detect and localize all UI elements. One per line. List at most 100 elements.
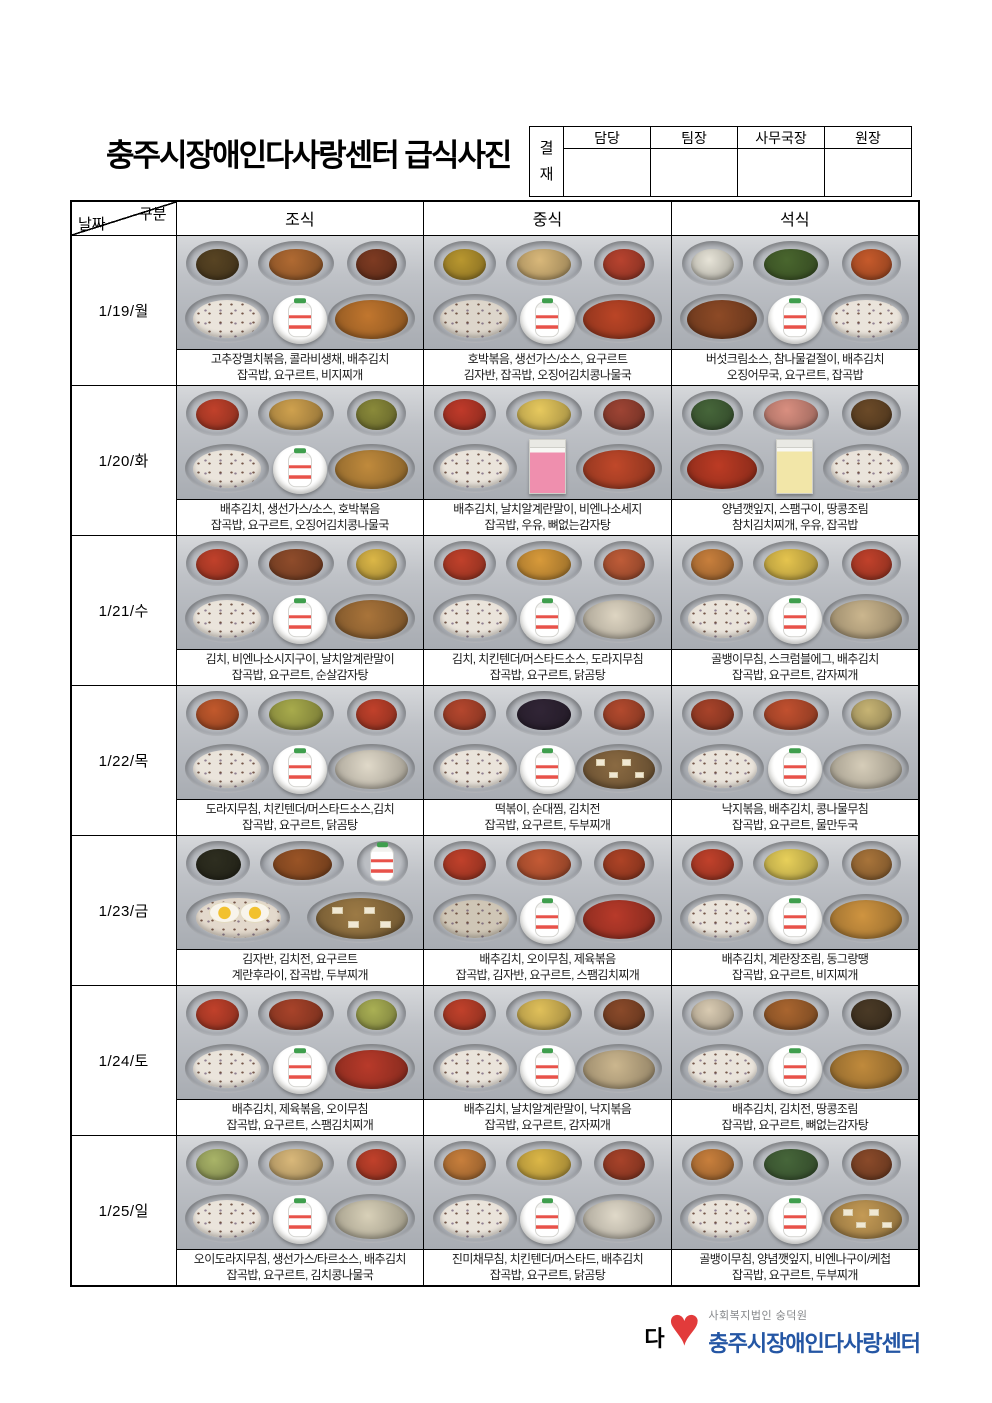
menu-caption: 김치, 비엔나소시지구이, 날치알계란말이 잡곡밥, 요구르트, 순살감자탕 [177,650,424,685]
meal-photo [424,835,671,950]
food-item [764,548,818,581]
side-dish-compartment [841,391,901,437]
meal-row: 1/24/토 배추김치, 제육볶음, 오이무침 잡곡밥, 요구르트, 스팸김치찌개 배… [70,984,920,1136]
heart-logo-icon: ♥ 다 [644,1299,700,1361]
rice [440,599,510,639]
rice-compartment [680,1194,765,1243]
side-dish-compartment [505,241,582,287]
meal-photo [424,385,671,500]
meal-cell: 김치, 비엔나소시지구이, 날치알계란말이 잡곡밥, 요구르트, 순살감자탕 [175,534,425,686]
menu-caption-line-1: 배추김치, 생선가스/소스, 호박볶음 [219,502,380,516]
side-dish-compartment [681,241,744,287]
approval-col-wonjang: 원장 [824,126,912,149]
food-item [443,698,487,731]
soup-compartment [328,1194,415,1243]
tofu-cube [595,759,606,766]
side-dish-compartment [346,1141,406,1187]
soup-compartment [328,1044,415,1093]
menu-caption-line-2: 잡곡밥, 요구르트, 감자찌개 [732,668,858,682]
soup [830,1049,903,1089]
approval-col-damdang: 담당 [563,126,651,149]
tofu-cube [621,759,632,766]
side-dish-compartment [434,391,496,437]
rice-compartment [186,892,290,943]
side-dish-compartment [753,541,830,587]
food-item [603,1148,645,1181]
food-item [355,248,397,281]
rice [440,749,510,789]
menu-caption-line-2: 잡곡밥, 요구르트, 닭곰탕 [489,668,606,682]
yogurt-bowl [767,745,822,794]
soup-compartment [575,594,663,643]
rice [687,1199,757,1239]
rice [192,449,262,489]
food-item [517,698,571,731]
date-label: 1/21/수 [70,534,177,686]
food-item [355,698,397,731]
menu-caption-line-2: 잡곡밥, 요구르트, 두부찌개 [732,1268,858,1282]
menu-caption: 배추김치, 계란장조림, 동그랑땡 잡곡밥, 요구르트, 비지찌개 [672,950,918,985]
yogurt-bottle-icon [782,597,807,637]
food-item [355,1148,397,1181]
yogurt-bowl [520,745,575,794]
rice-compartment [185,444,269,493]
food-item [443,848,487,881]
side-dish-compartment [753,241,830,287]
side-dish-compartment [594,241,654,287]
food-item [269,548,323,581]
meal-cell: 오이도라지무침, 생선가스/타르소스, 배추김치 잡곡밥, 요구르트, 김치콩나물… [175,1134,425,1286]
soup [335,749,408,789]
menu-caption-line-2: 잡곡밥, 요구르트, 비지찌개 [732,968,858,982]
food-item [603,248,645,281]
yogurt-bowl [767,595,822,644]
yogurt-bowl [767,1045,822,1094]
soup-compartment [680,444,765,493]
menu-caption-line-2: 잡곡밥, 요구르트, 비지찌개 [236,368,363,382]
corner-header-cell: 구분 날짜 [70,200,177,236]
yogurt-bowl [272,745,327,794]
rice [195,897,281,939]
side-dish-compartment [505,991,582,1037]
side-dish-compartment [346,241,406,287]
soup-compartment [328,444,415,493]
food-item [850,848,892,881]
side-dish-compartment [681,991,744,1037]
yogurt-bowl [520,1045,575,1094]
soup-compartment [328,594,415,643]
meal-cell: 양념깻잎지, 스팸구이, 땅콩조림 참치김치찌개, 우유, 잡곡밥 [670,384,920,536]
meal-photo [424,235,671,350]
milk-carton-icon [528,438,566,494]
food-item [690,1148,734,1181]
rice-compartment [680,1044,765,1093]
rice-compartment [432,894,517,943]
side-dish-compartment [594,991,654,1037]
side-dish-compartment [841,841,901,887]
menu-caption: 배추김치, 날치알계란말이, 비엔나소세지 잡곡밥, 우유, 뼈없는감자탕 [424,500,671,535]
yogurt-bottle-icon [287,597,312,637]
side-dish-compartment [356,841,409,887]
side-dish-compartment [346,691,406,737]
side-dish-compartment [681,391,744,437]
meal-cell: 버섯크림소스, 참나물겉절이, 배추김치 오징어무국, 요구르트, 잡곡밥 [670,234,920,386]
meal-photo [671,985,918,1100]
meal-rows: 1/19/월 고추장멸치볶음, 콜라비생채, 배추김치 잡곡밥, 요구르트, 비지찌… [70,234,920,1286]
meal-photo [671,235,918,350]
food-item [443,1148,487,1181]
meal-cell: 배추김치, 계란장조림, 동그랑땡 잡곡밥, 요구르트, 비지찌개 [670,834,920,986]
food-item [690,998,734,1031]
date-label: 1/22/목 [70,684,177,836]
menu-caption: 떡볶이, 순대찜, 김치전 잡곡밥, 요구르트, 두부찌개 [424,800,671,835]
rice-compartment [680,594,765,643]
column-header-breakfast: 조식 [175,200,425,236]
column-header-lunch: 중식 [423,200,672,236]
yogurt-bowl [520,295,575,344]
yogurt-bottle-icon [535,897,560,937]
yogurt-bottle-icon [782,1197,807,1237]
side-dish-compartment [434,691,496,737]
rice-compartment [185,1194,269,1243]
soup [582,1049,656,1089]
menu-caption-line-2: 잡곡밥, 요구르트, 스팸김치찌개 [226,1118,374,1132]
side-dish-compartment [505,1141,582,1187]
meal-photo [176,385,424,500]
